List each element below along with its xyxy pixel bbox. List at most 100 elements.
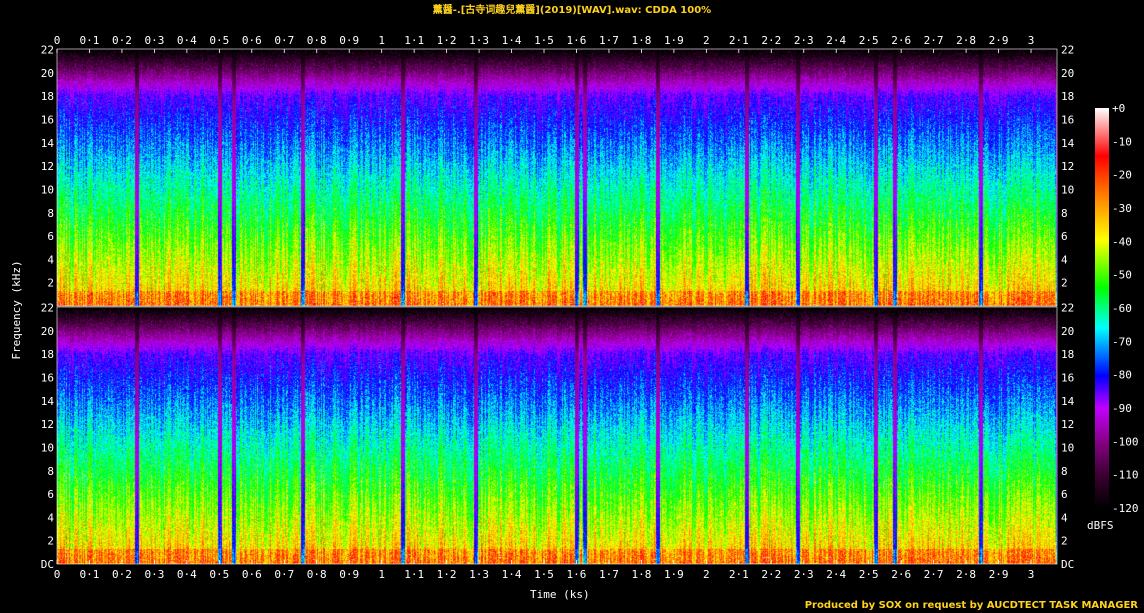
y-tick-label-right: 18: [1061, 348, 1074, 361]
x-tick-label-bottom: 2·4: [826, 568, 846, 581]
colorbar-tick-label: -60: [1112, 302, 1132, 315]
spectrogram-image: [57, 49, 1057, 564]
x-tick-label-bottom: 0·8: [307, 568, 327, 581]
x-axis-label: Time (ks): [530, 588, 590, 601]
y-tick-label-left: 18: [41, 90, 54, 103]
x-tick-label-top: 2·5: [859, 34, 879, 47]
x-tick-label-bottom: 1·9: [664, 568, 684, 581]
x-tick-label-top: 0·5: [209, 34, 229, 47]
channel-2-panel: [56, 306, 1058, 565]
y-tick-label-left: 4: [47, 511, 54, 524]
x-tick-label-top: 1·7: [599, 34, 619, 47]
y-tick-label-left: 22: [41, 44, 54, 57]
spectrogram-title: 薰醤-.[古寺词趣兒薰醤](2019)[WAV].wav: CDDA 100%: [432, 5, 712, 16]
x-tick-label-bottom: 1·6: [567, 568, 587, 581]
x-tick-label-bottom: 0·9: [339, 568, 359, 581]
y-tick-label-left: 8: [47, 465, 54, 478]
colorbar-tick-label: +0: [1112, 102, 1125, 115]
colorbar-tick-label: -100: [1112, 435, 1139, 448]
y-tick-label-left: 16: [41, 114, 54, 127]
x-tick-label-top: 2: [703, 34, 710, 47]
x-tick-label-bottom: 1·4: [502, 568, 522, 581]
y-axis-label: Frequency (kHz): [10, 260, 23, 359]
x-tick-label-top: 1·5: [534, 34, 554, 47]
y-tick-label-right: 20: [1061, 325, 1074, 338]
x-tick-label-bottom: 1·7: [599, 568, 619, 581]
x-tick-label-top: 0·7: [274, 34, 294, 47]
y-tick-label-right: 14: [1061, 395, 1075, 408]
x-tick-label-bottom: 1: [378, 568, 385, 581]
y-tick-label-right: 10: [1061, 183, 1074, 196]
x-tick-label-bottom: 0·5: [209, 568, 229, 581]
x-tick-label-top: 0·2: [112, 34, 132, 47]
x-tick-label-bottom: 2·3: [794, 568, 814, 581]
y-tick-label-right: 4: [1061, 253, 1068, 266]
y-tick-label-right: 8: [1061, 465, 1068, 478]
y-tick-label-left: 10: [41, 183, 54, 196]
x-tick-label-top: 3: [1028, 34, 1035, 47]
colorbar-tick-label: -10: [1112, 135, 1132, 148]
colorbar-tick-label: -70: [1112, 335, 1132, 348]
y-tick-label-right: 16: [1061, 114, 1074, 127]
y-tick-label-right: 18: [1061, 90, 1074, 103]
y-tick-label-right: 20: [1061, 67, 1074, 80]
x-tick-label-top: 1·4: [502, 34, 522, 47]
y-tick-label-left: 20: [41, 67, 54, 80]
x-tick-label-top: 1·2: [437, 34, 457, 47]
y-tick-label-left: 18: [41, 348, 54, 361]
y-tick-label-left: 22: [41, 302, 54, 315]
x-tick-label-bottom: 2·8: [956, 568, 976, 581]
x-tick-label-bottom: 2·5: [859, 568, 879, 581]
y-tick-label-left: 2: [47, 277, 54, 290]
y-tick-label-left: 8: [47, 207, 54, 220]
x-tick-label-top: 0·8: [307, 34, 327, 47]
y-tick-label-right: 6: [1061, 488, 1068, 501]
colorbar: [1095, 108, 1109, 508]
colorbar-label: dBFS: [1087, 519, 1114, 532]
y-tick-label-right: 12: [1061, 418, 1074, 431]
x-tick-label-bottom: 2·9: [989, 568, 1009, 581]
y-tick-label-right: 22: [1061, 44, 1074, 57]
x-tick-label-bottom: 3: [1028, 568, 1035, 581]
x-tick-label-bottom: 0·2: [112, 568, 132, 581]
y-tick-label-left: DC: [41, 558, 54, 571]
x-tick-label-top: 0·4: [177, 34, 197, 47]
x-tick-label-bottom: 1·3: [469, 568, 489, 581]
y-tick-label-right: 8: [1061, 207, 1068, 220]
colorbar-tick-label: -90: [1112, 402, 1132, 415]
y-tick-label-left: 14: [41, 395, 55, 408]
x-tick-label-bottom: 2·2: [761, 568, 781, 581]
y-tick-label-right: 14: [1061, 137, 1075, 150]
y-tick-label-left: 6: [47, 230, 54, 243]
x-tick-label-top: 1·9: [664, 34, 684, 47]
colorbar-tick-label: -110: [1112, 469, 1139, 482]
x-tick-label-bottom: 1·2: [437, 568, 457, 581]
x-tick-label-bottom: 2·7: [924, 568, 944, 581]
x-tick-label-top: 2·7: [924, 34, 944, 47]
y-tick-label-left: 12: [41, 160, 54, 173]
x-tick-label-bottom: 1·8: [631, 568, 651, 581]
x-tick-label-top: 0·1: [80, 34, 100, 47]
y-tick-label-left: 14: [41, 137, 55, 150]
y-tick-label-right: 6: [1061, 230, 1068, 243]
x-tick-label-top: 0·6: [242, 34, 262, 47]
y-tick-label-left: 10: [41, 441, 54, 454]
x-tick-label-top: 2·1: [729, 34, 749, 47]
x-tick-label-bottom: 2·6: [891, 568, 911, 581]
x-tick-label-bottom: 0·6: [242, 568, 262, 581]
x-tick-label-top: 1·8: [631, 34, 651, 47]
x-tick-label-bottom: 0·3: [144, 568, 164, 581]
x-tick-label-bottom: 2·1: [729, 568, 749, 581]
x-tick-label-bottom: 1·5: [534, 568, 554, 581]
colorbar-tick-label: -20: [1112, 169, 1132, 182]
y-tick-label-right: 22: [1061, 302, 1074, 315]
x-tick-label-bottom: 0·1: [80, 568, 100, 581]
x-tick-label-bottom: 0: [54, 568, 61, 581]
colorbar-tick-label: -40: [1112, 235, 1132, 248]
x-tick-label-top: 2·3: [794, 34, 814, 47]
y-tick-label-left: 12: [41, 418, 54, 431]
colorbar-tick-label: -30: [1112, 202, 1132, 215]
x-tick-label-top: 2·9: [989, 34, 1009, 47]
y-tick-label-left: 16: [41, 372, 54, 385]
